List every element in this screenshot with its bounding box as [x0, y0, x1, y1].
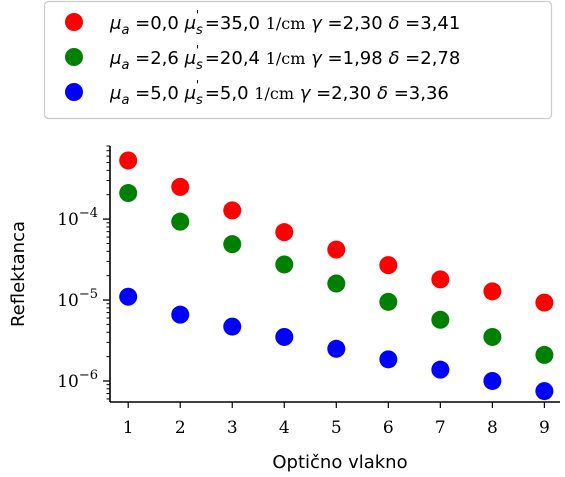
data-point-series-2 — [483, 327, 502, 346]
data-point-series-1 — [379, 256, 398, 275]
data-point-series-1 — [431, 270, 450, 289]
legend-label: μa =5,0 μs' =5,0 1/cm γ =2,30 δ =3,36 — [109, 78, 449, 108]
data-point-series-3 — [535, 382, 554, 401]
plot-area: 1 2 3 4 5 6 7 8 9 10−4 10−5 10−6 — [57, 145, 560, 438]
data-point-series-2 — [431, 310, 450, 329]
legend-entry-2: μa =2,6 μs' =20,4 1/cm γ =1,98 δ =2,78 — [65, 43, 460, 73]
legend: μa =0,0 μs' =35,0 1/cm γ =2,30 δ =3,41 μa… — [43, 0, 553, 120]
legend-marker — [65, 83, 83, 101]
x-tick-label: 2 — [175, 418, 186, 438]
data-point-series-2 — [223, 235, 242, 254]
data-point-series-2 — [171, 212, 190, 231]
x-tick-label: 3 — [227, 418, 238, 438]
data-point-series-3 — [119, 287, 138, 306]
y-axis-label: Reflektanca — [8, 221, 29, 327]
data-point-series-3 — [431, 360, 450, 379]
data-point-series-2 — [119, 184, 138, 203]
y-tick-label: 10−5 — [57, 287, 98, 311]
data-point-series-1 — [535, 293, 554, 312]
data-point-series-3 — [327, 339, 346, 358]
data-point-series-3 — [171, 305, 190, 324]
x-tick-label: 4 — [279, 418, 290, 438]
data-point-series-3 — [379, 350, 398, 369]
x-tick-label: 9 — [539, 418, 550, 438]
x-tick-label: 5 — [331, 418, 342, 438]
legend-entry-3: μa =5,0 μs' =5,0 1/cm γ =2,30 δ =3,36 — [65, 78, 449, 108]
data-point-series-1 — [223, 201, 242, 220]
data-point-series-1 — [483, 282, 502, 301]
data-point-series-1 — [171, 177, 190, 196]
x-tick-label: 6 — [383, 418, 394, 438]
x-axis-label: Optično vlakno — [272, 452, 407, 473]
y-tick-label: 10−6 — [57, 368, 98, 392]
legend-frame — [43, 0, 553, 120]
data-point-series-1 — [119, 151, 138, 170]
data-point-series-1 — [275, 223, 294, 242]
data-point-series-2 — [275, 255, 294, 274]
legend-marker — [65, 13, 83, 31]
x-tick-label: 8 — [487, 418, 498, 438]
data-point-series-3 — [483, 371, 502, 390]
legend-label: μa =2,6 μs' =20,4 1/cm γ =1,98 δ =2,78 — [109, 43, 460, 73]
data-point-series-2 — [379, 292, 398, 311]
data-point-series-3 — [223, 317, 242, 336]
legend-label: μa =0,0 μs' =35,0 1/cm γ =2,30 δ =3,41 — [109, 8, 460, 38]
data-point-series-2 — [535, 345, 554, 364]
data-point-series-1 — [327, 240, 346, 259]
data-point-series-2 — [327, 274, 346, 293]
data-point-series-3 — [275, 327, 294, 346]
x-tick-label: 1 — [123, 418, 134, 438]
legend-marker — [65, 48, 83, 66]
x-tick-label: 7 — [435, 418, 446, 438]
legend-entry-1: μa =0,0 μs' =35,0 1/cm γ =2,30 δ =3,41 — [65, 8, 460, 38]
y-tick-label: 10−4 — [57, 206, 98, 230]
